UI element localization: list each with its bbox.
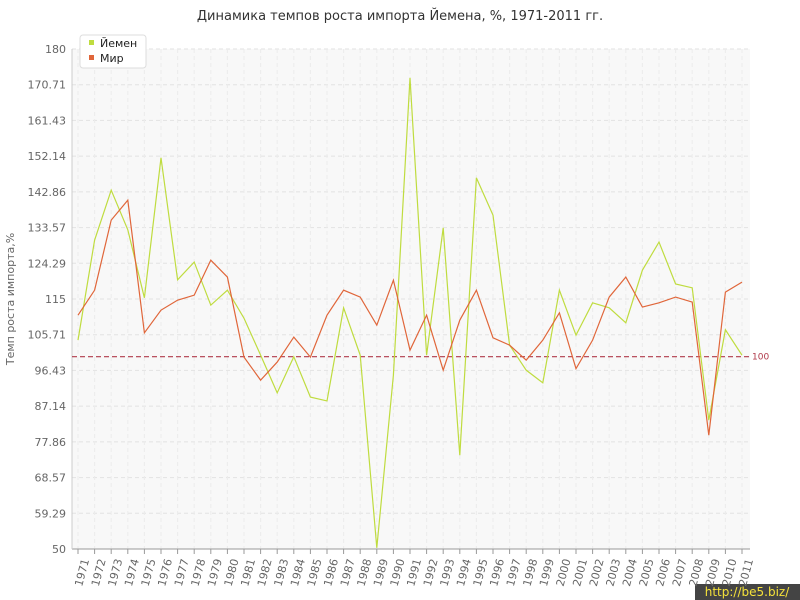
y-tick-label: 59.29 xyxy=(35,507,67,520)
watermark: http://be5.biz/ xyxy=(705,585,790,599)
y-tick-label: 142.86 xyxy=(28,186,67,199)
y-tick-label: 180 xyxy=(45,43,66,56)
y-tick-label: 152.14 xyxy=(28,150,67,163)
watermark-bg xyxy=(695,584,800,600)
legend-label: Йемен xyxy=(100,37,137,50)
y-axis-title: Темп роста импорта,% xyxy=(4,233,17,366)
series-line xyxy=(77,77,743,548)
legend-box xyxy=(79,34,147,69)
y-tick-label: 105.71 xyxy=(28,329,67,342)
chart-title: Динамика темпов роста импорта Йемена, %,… xyxy=(197,8,603,24)
x-tick-label: 2011 xyxy=(736,557,756,587)
y-tick-label: 50 xyxy=(52,543,66,556)
y-tick-label: 115 xyxy=(45,293,66,306)
legend-marker xyxy=(89,55,94,60)
series-line xyxy=(77,198,743,436)
y-tick-label: 133.57 xyxy=(28,222,67,235)
y-tick-label: 161.43 xyxy=(28,114,67,127)
legend-marker xyxy=(89,40,94,45)
y-tick-label: 170.71 xyxy=(28,79,67,92)
reference-label: 100 xyxy=(752,353,769,363)
y-tick-label: 87.14 xyxy=(35,400,67,413)
y-tick-label: 77.86 xyxy=(35,436,67,449)
legend-label: Мир xyxy=(100,52,124,65)
y-tick-label: 68.57 xyxy=(35,472,67,485)
y-tick-label: 96.43 xyxy=(35,364,67,377)
y-tick-label: 124.29 xyxy=(28,257,67,270)
